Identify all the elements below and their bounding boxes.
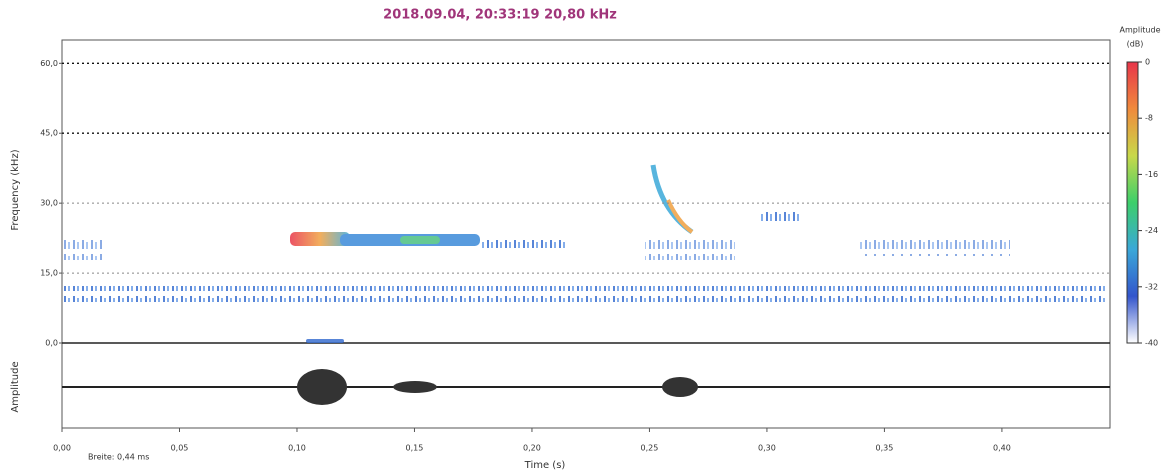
x-tick-label: 0,15: [406, 444, 424, 453]
spectrogram-energy: [62, 164, 1107, 343]
x-tick-label: 0,00: [53, 444, 71, 453]
colorbar-unit: (dB): [1127, 40, 1144, 49]
y-axis-label: Frequency (kHz): [10, 149, 21, 230]
note: Breite: 0,44 ms: [88, 453, 149, 462]
y-tick-label: 15,0: [40, 269, 58, 278]
colorbar: [1126, 61, 1139, 344]
x-tick-label: 0,05: [171, 444, 189, 453]
colorbar-title: Amplitude: [1120, 26, 1161, 35]
x-tick-label: 0,25: [641, 444, 659, 453]
x-axis-label: Time (s): [524, 460, 566, 471]
y-tick-label: 30,0: [40, 199, 58, 208]
x-tick-label: 0,20: [523, 444, 541, 453]
colorbar-tick-label: 0: [1145, 58, 1150, 67]
colorbar-tick-label: -16: [1145, 170, 1158, 179]
y-tick-label: 0,0: [45, 339, 58, 348]
x-tick-label: 0,30: [758, 444, 776, 453]
colorbar-tick-label: -40: [1145, 339, 1158, 348]
y-tick-label: 60,0: [40, 59, 58, 68]
plot-frame: [61, 39, 1111, 429]
x-tick-label: 0,10: [288, 444, 306, 453]
waveform: [62, 369, 1110, 405]
y-tick-label: 45,0: [40, 129, 58, 138]
x-tick-label: 0,40: [993, 444, 1011, 453]
colorbar-tick-label: -32: [1145, 282, 1158, 291]
waveform-label: Amplitude: [10, 361, 21, 412]
colorbar-tick-label: -8: [1145, 114, 1153, 123]
colorbar-tick-label: -24: [1145, 226, 1158, 235]
chart-title: 2018.09.04, 20:33:19 20,80 kHz: [383, 8, 617, 23]
x-tick-label: 0,35: [876, 444, 894, 453]
